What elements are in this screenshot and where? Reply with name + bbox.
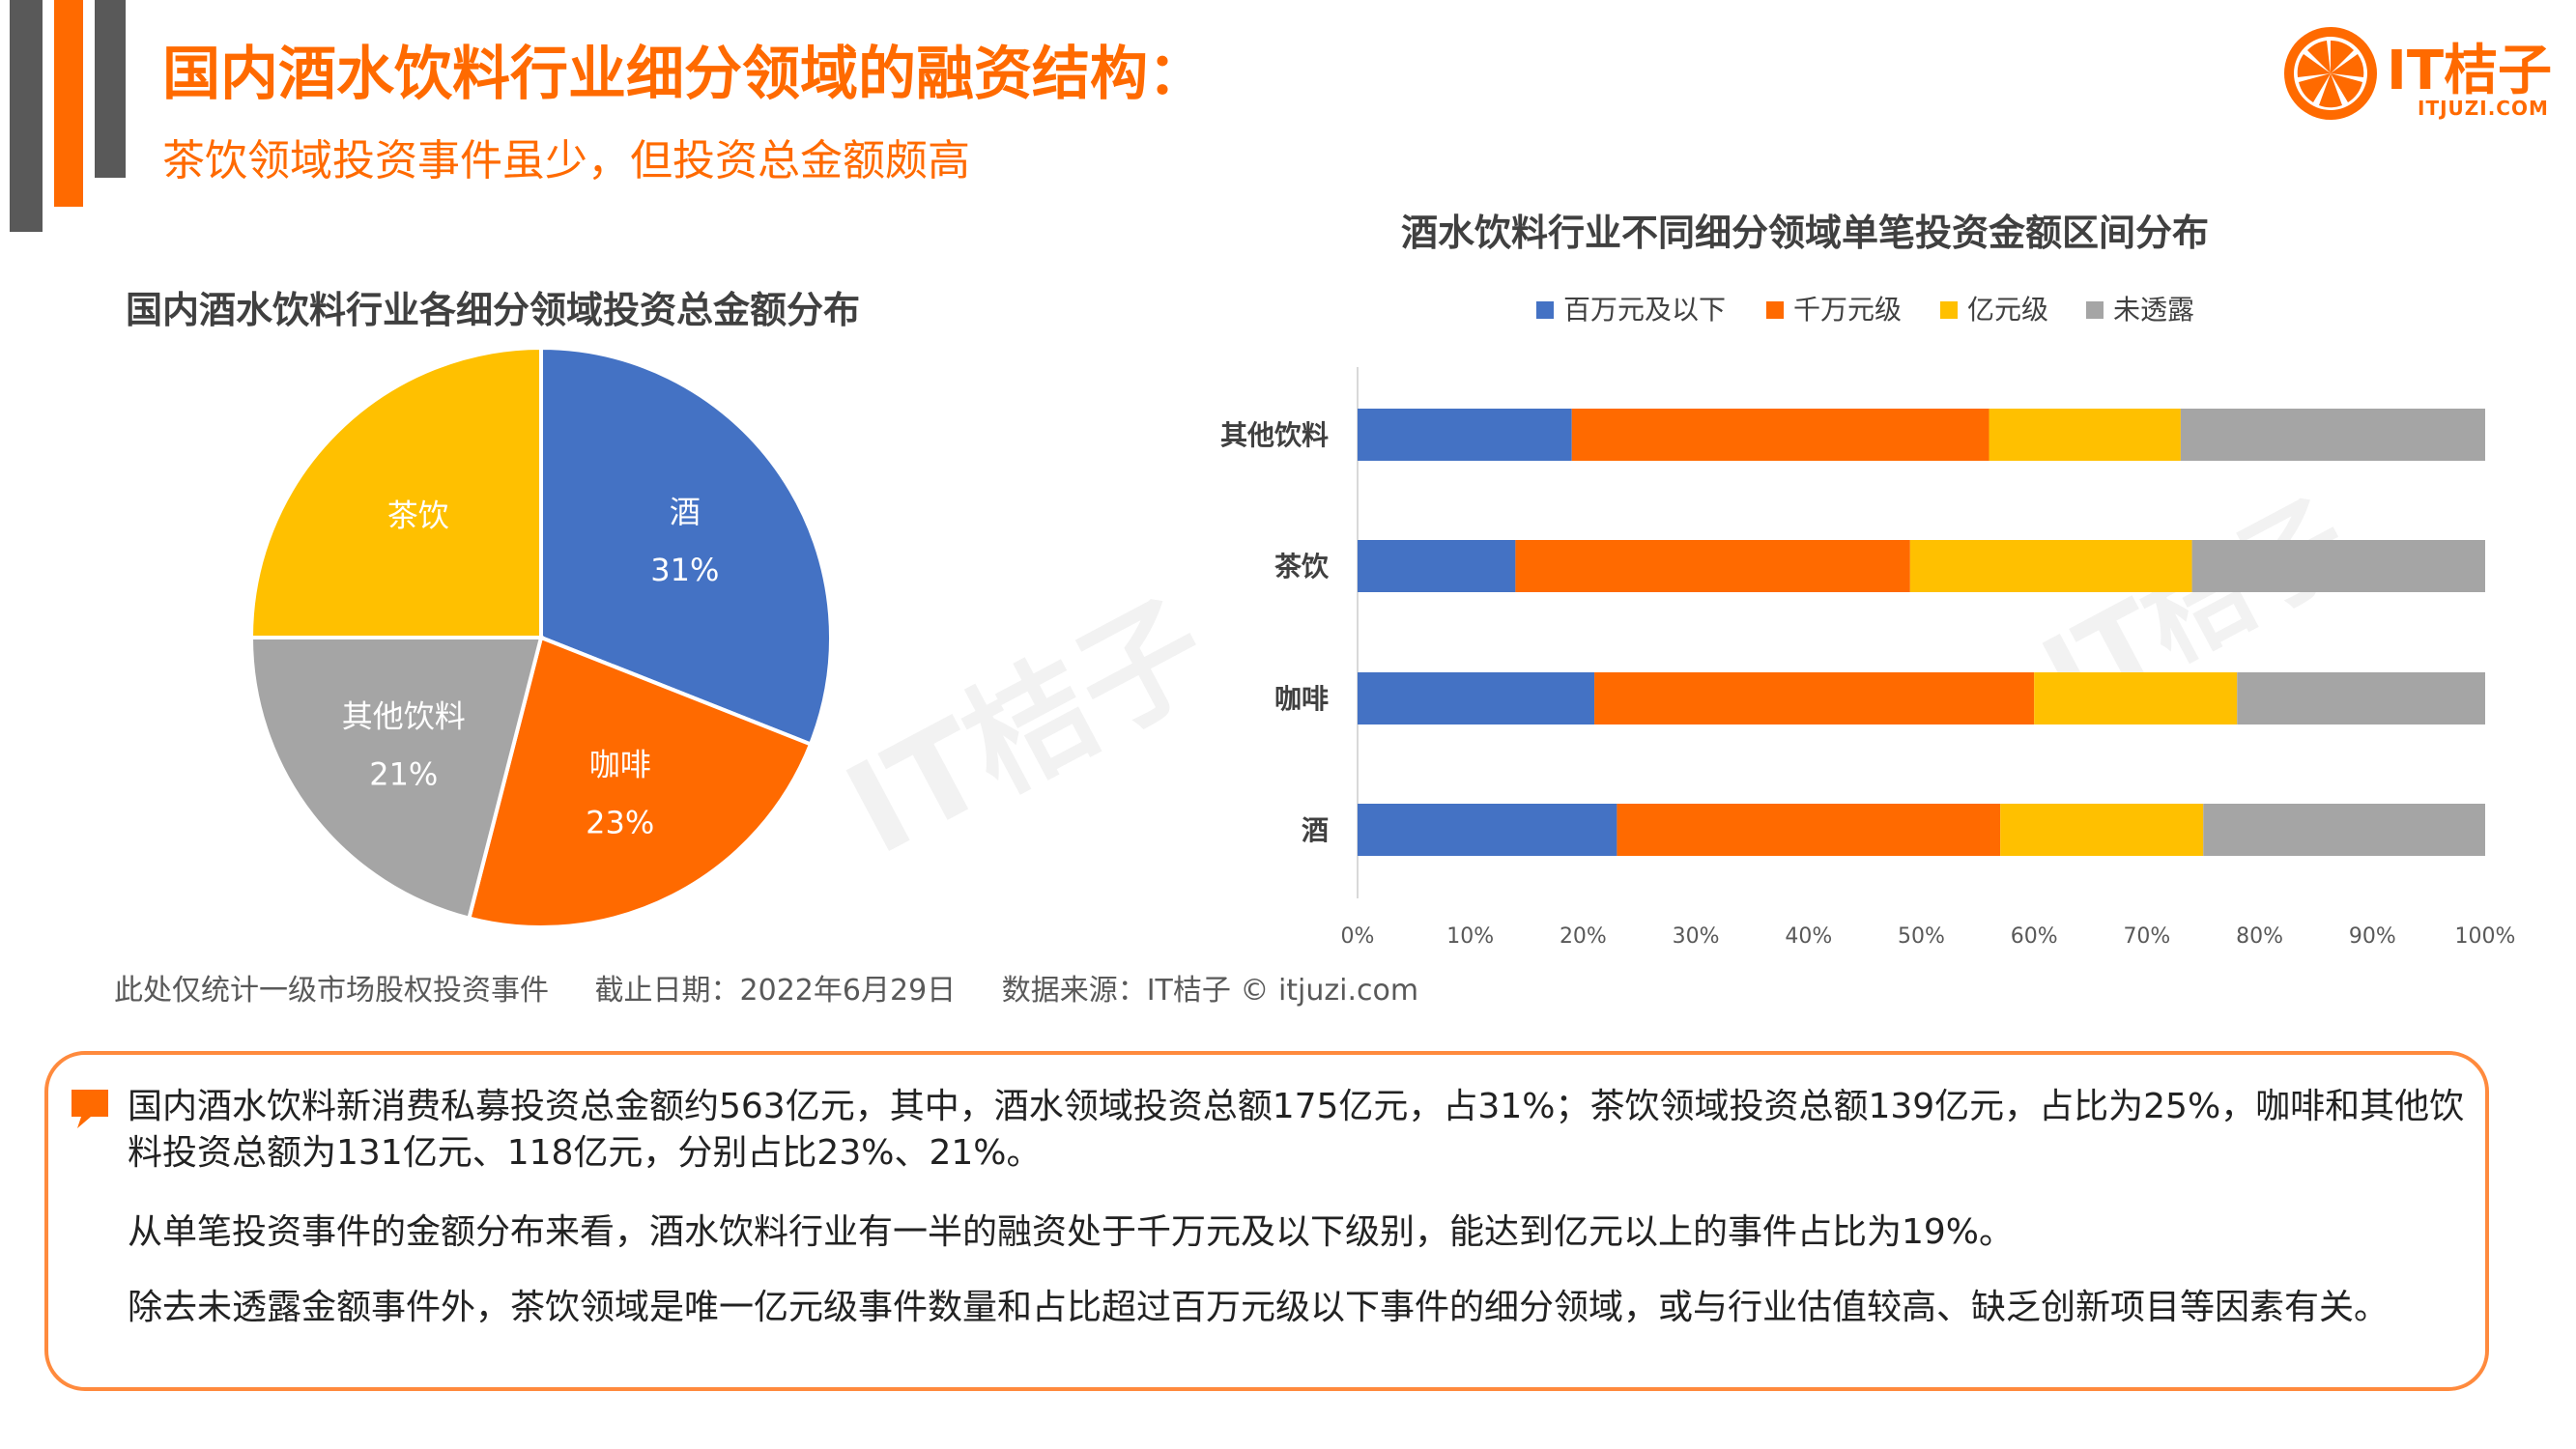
x-tick-label: 30% (1673, 924, 1720, 949)
bar-segment (2000, 804, 2204, 856)
pie-slice-percent: 31% (650, 552, 719, 588)
bar-segment (1358, 540, 1516, 592)
header-decoration-bar (10, 0, 43, 232)
bar-segment (1358, 409, 1572, 461)
x-tick-label: 90% (2349, 924, 2396, 949)
bar-segment (1515, 540, 1910, 592)
bar-segment (2237, 672, 2485, 724)
legend-swatch (1766, 301, 1784, 319)
summary-paragraph: 从单笔投资事件的金额分布来看，酒水饮料行业有一半的融资处于千万元及以下级别，能达… (128, 1212, 2015, 1252)
pie-slice-2 (466, 635, 814, 929)
summary-box (44, 1051, 2489, 1391)
header-decoration-bar-accent (54, 0, 83, 207)
legend-swatch (2086, 301, 2104, 319)
x-tick-label: 100% (2455, 924, 2516, 949)
speech-bubble-icon (72, 1090, 108, 1128)
pie-slice-label: 茶饮 (387, 497, 449, 534)
bar-segment (2191, 540, 2485, 592)
logo-subtext: ITJUZI.COM (2418, 97, 2549, 120)
itjuzi-logo: IT桔子 ITJUZI.COM (2280, 21, 2561, 128)
category-label: 其他饮料 (1220, 419, 1329, 451)
pie-slice-label: 其他饮料 (342, 697, 466, 734)
header-decoration-bar (95, 0, 126, 178)
page-title: 国内酒水饮料行业细分领域的融资结构： (162, 41, 1206, 108)
x-tick-label: 40% (1785, 924, 1832, 949)
pie-chart: 酒 31% 咖啡 23% 其他饮料 21% 茶饮 (248, 345, 833, 929)
footnote-source: 数据来源：IT桔子 © itjuzi.com (1001, 974, 1419, 1008)
summary-paragraph: 国内酒水饮料新消费私募投资总金额约563亿元，其中，酒水领域投资总额175亿元，… (128, 1087, 2465, 1173)
x-tick-label: 60% (2011, 924, 2058, 949)
bar-segment (2034, 672, 2238, 724)
logo-text: IT桔子 (2387, 40, 2553, 102)
bar-segment (2203, 804, 2485, 856)
legend-label: 百万元及以下 (1563, 294, 1726, 326)
footnote: 此处仅统计一级市场股权投资事件 截止日期：2022年6月29日 数据来源：IT桔… (114, 966, 1455, 1009)
legend-label: 亿元级 (1967, 294, 2048, 326)
orange-slice-icon (2284, 27, 2377, 120)
pie-slice-percent: 23% (586, 804, 654, 840)
category-label: 茶饮 (1274, 551, 1330, 582)
bar-segment (1989, 409, 2181, 461)
pie-slice-label: 酒 (670, 494, 701, 530)
bar-segment (1909, 540, 2192, 592)
x-tick-label: 0% (1341, 924, 1375, 949)
bar-segment (1617, 804, 2001, 856)
x-tick-label: 10% (1446, 924, 1494, 949)
pie-slice-label: 咖啡 (589, 746, 651, 782)
bar-segment (2180, 409, 2485, 461)
legend-swatch (1940, 301, 1958, 319)
page-subtitle: 茶饮领域投资事件虽少，但投资总金额颇高 (162, 136, 970, 185)
bar-segment (1358, 804, 1617, 856)
summary-paragraph: 除去未透露金额事件外，茶饮领域是唯一亿元级事件数量和占比超过百万元级以下事件的细… (128, 1288, 2390, 1327)
legend-label: 千万元级 (1793, 294, 1902, 326)
pie-slice-percent: 21% (369, 755, 438, 792)
x-tick-label: 70% (2123, 924, 2170, 949)
category-label: 酒 (1302, 814, 1329, 846)
x-tick-label: 20% (1560, 924, 1607, 949)
category-label: 咖啡 (1274, 683, 1329, 715)
pie-slice-4 (248, 345, 543, 639)
legend-swatch (1536, 301, 1554, 319)
bar-segment (1358, 672, 1595, 724)
x-tick-label: 50% (1898, 924, 1945, 949)
bar-segment (1571, 409, 1989, 461)
legend-label: 未透露 (2113, 294, 2194, 326)
pie-slice-1 (539, 345, 833, 748)
footnote-date: 截止日期：2022年6月29日 (594, 974, 957, 1008)
pie-slice-3 (248, 636, 544, 922)
x-tick-label: 80% (2236, 924, 2283, 949)
bar-chart-title: 酒水饮料行业不同细分领域单笔投资金额区间分布 (1401, 212, 2210, 254)
pie-chart-title: 国内酒水饮料行业各细分领域投资总金额分布 (126, 289, 861, 331)
footnote-scope: 此处仅统计一级市场股权投资事件 (114, 974, 549, 1008)
bar-segment (1594, 672, 2035, 724)
